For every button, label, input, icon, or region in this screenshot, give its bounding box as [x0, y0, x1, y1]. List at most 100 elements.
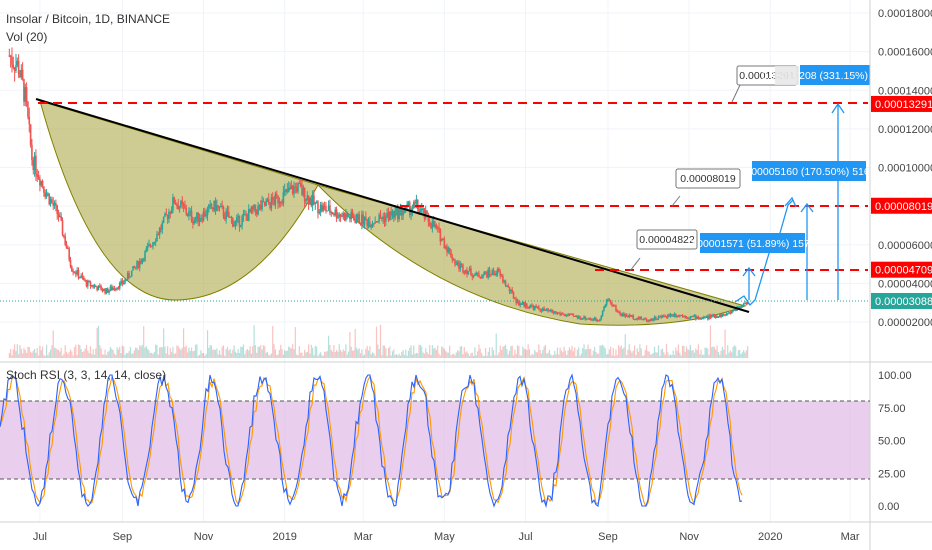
candle-body	[164, 213, 166, 217]
candle-body	[116, 287, 118, 290]
candle-body	[702, 317, 705, 319]
price-tick-label: 0.00004000	[878, 278, 932, 290]
candle-body	[382, 216, 384, 220]
oscillator-label: Stoch RSI (3, 3, 14, 14, close)	[6, 368, 167, 382]
candle-body	[333, 214, 335, 216]
volume-bar	[354, 328, 356, 358]
volume-bar	[47, 355, 49, 358]
candle-body	[101, 290, 104, 292]
candle-body	[717, 316, 720, 318]
volume-bar	[385, 348, 387, 358]
volume-bar	[335, 349, 338, 358]
volume-bar	[270, 353, 272, 358]
volume-bar	[728, 352, 730, 358]
volume-bar	[422, 352, 424, 358]
candle-body	[684, 315, 686, 318]
volume-bar	[182, 328, 185, 358]
candle-body	[432, 221, 435, 227]
volume-bar	[320, 352, 322, 358]
candle-body	[270, 197, 273, 209]
candle-body	[507, 285, 509, 287]
volume-bar	[554, 350, 556, 358]
rsi-tick-label: 75.00	[878, 403, 906, 415]
volume-bar	[611, 355, 613, 358]
volume-bar	[306, 351, 308, 358]
price-tick-label: 0.00006000	[878, 240, 932, 252]
volume-bar	[141, 344, 143, 358]
candle-body	[106, 288, 109, 293]
volume-bar	[157, 354, 159, 358]
candle-body	[737, 307, 740, 309]
volume-bar	[683, 345, 685, 358]
volume-bar	[414, 354, 416, 358]
volume-bar	[447, 352, 449, 358]
volume-bar	[439, 355, 441, 358]
volume-bar	[253, 325, 255, 358]
price-tag	[871, 95, 932, 112]
candle-body	[287, 187, 290, 193]
volume-bar	[685, 346, 688, 358]
volume-bar	[490, 355, 492, 358]
candle-body	[660, 316, 662, 318]
volume-bar	[18, 354, 20, 358]
candle-body	[254, 204, 257, 211]
volume-bar	[633, 345, 636, 358]
candle-body	[230, 216, 233, 219]
candle-body	[263, 201, 266, 206]
volume-bar	[24, 350, 26, 358]
measure-label-1[interactable]: 0.00001571 (51.89%) 1571	[688, 233, 816, 253]
candle-body	[19, 74, 21, 78]
volume-bar	[394, 355, 396, 358]
candle-body	[560, 313, 563, 315]
candle-body	[130, 270, 133, 277]
callout-8019[interactable]: 0.00008019	[675, 168, 741, 189]
callout-4822[interactable]: 0.00004822	[636, 229, 698, 250]
volume-bar	[242, 344, 245, 358]
candle-body	[302, 187, 305, 195]
volume-bar	[217, 354, 219, 358]
volume-bar	[423, 353, 425, 358]
candle-body	[337, 216, 339, 219]
candle-body	[652, 318, 655, 321]
volume-bar	[171, 352, 173, 358]
candle-body	[588, 318, 591, 320]
candle-body	[358, 214, 360, 224]
volume-bar	[590, 348, 592, 358]
volume-bar	[451, 354, 453, 358]
candle-body	[512, 292, 515, 299]
volume-bar	[637, 351, 640, 358]
measure-label-2[interactable]: 0.00005160 (170.50%) 5160	[742, 161, 876, 181]
candle-body	[198, 218, 201, 222]
volume-bar	[588, 348, 590, 358]
volume-bar	[486, 355, 488, 358]
volume-bar	[411, 354, 414, 358]
volume-bar	[178, 348, 181, 358]
volume-bar	[559, 347, 561, 358]
volume-bar	[188, 347, 190, 358]
volume-bar	[301, 352, 303, 358]
candle-body	[599, 318, 601, 321]
volume-bar	[180, 349, 182, 358]
volume-bar	[401, 351, 403, 358]
candle-body	[396, 207, 399, 220]
candle-body	[677, 315, 680, 317]
volume-bar	[212, 349, 214, 358]
trendline[interactable]	[35, 98, 750, 313]
candle-body	[51, 199, 53, 203]
volume-bar	[725, 354, 727, 358]
volume-bar	[620, 345, 622, 358]
candle-body	[61, 220, 64, 235]
volume-bar	[309, 353, 311, 358]
candle-body	[569, 313, 572, 315]
candle-body	[585, 318, 588, 320]
volume-bar	[594, 346, 596, 358]
candle-body	[365, 216, 367, 220]
candle-body	[612, 305, 615, 307]
candle-body	[387, 212, 390, 221]
volume-bar	[571, 345, 573, 358]
candle-body	[552, 312, 555, 314]
volume-bar	[547, 352, 549, 358]
candle-body	[24, 87, 27, 102]
candle-body	[40, 180, 43, 186]
